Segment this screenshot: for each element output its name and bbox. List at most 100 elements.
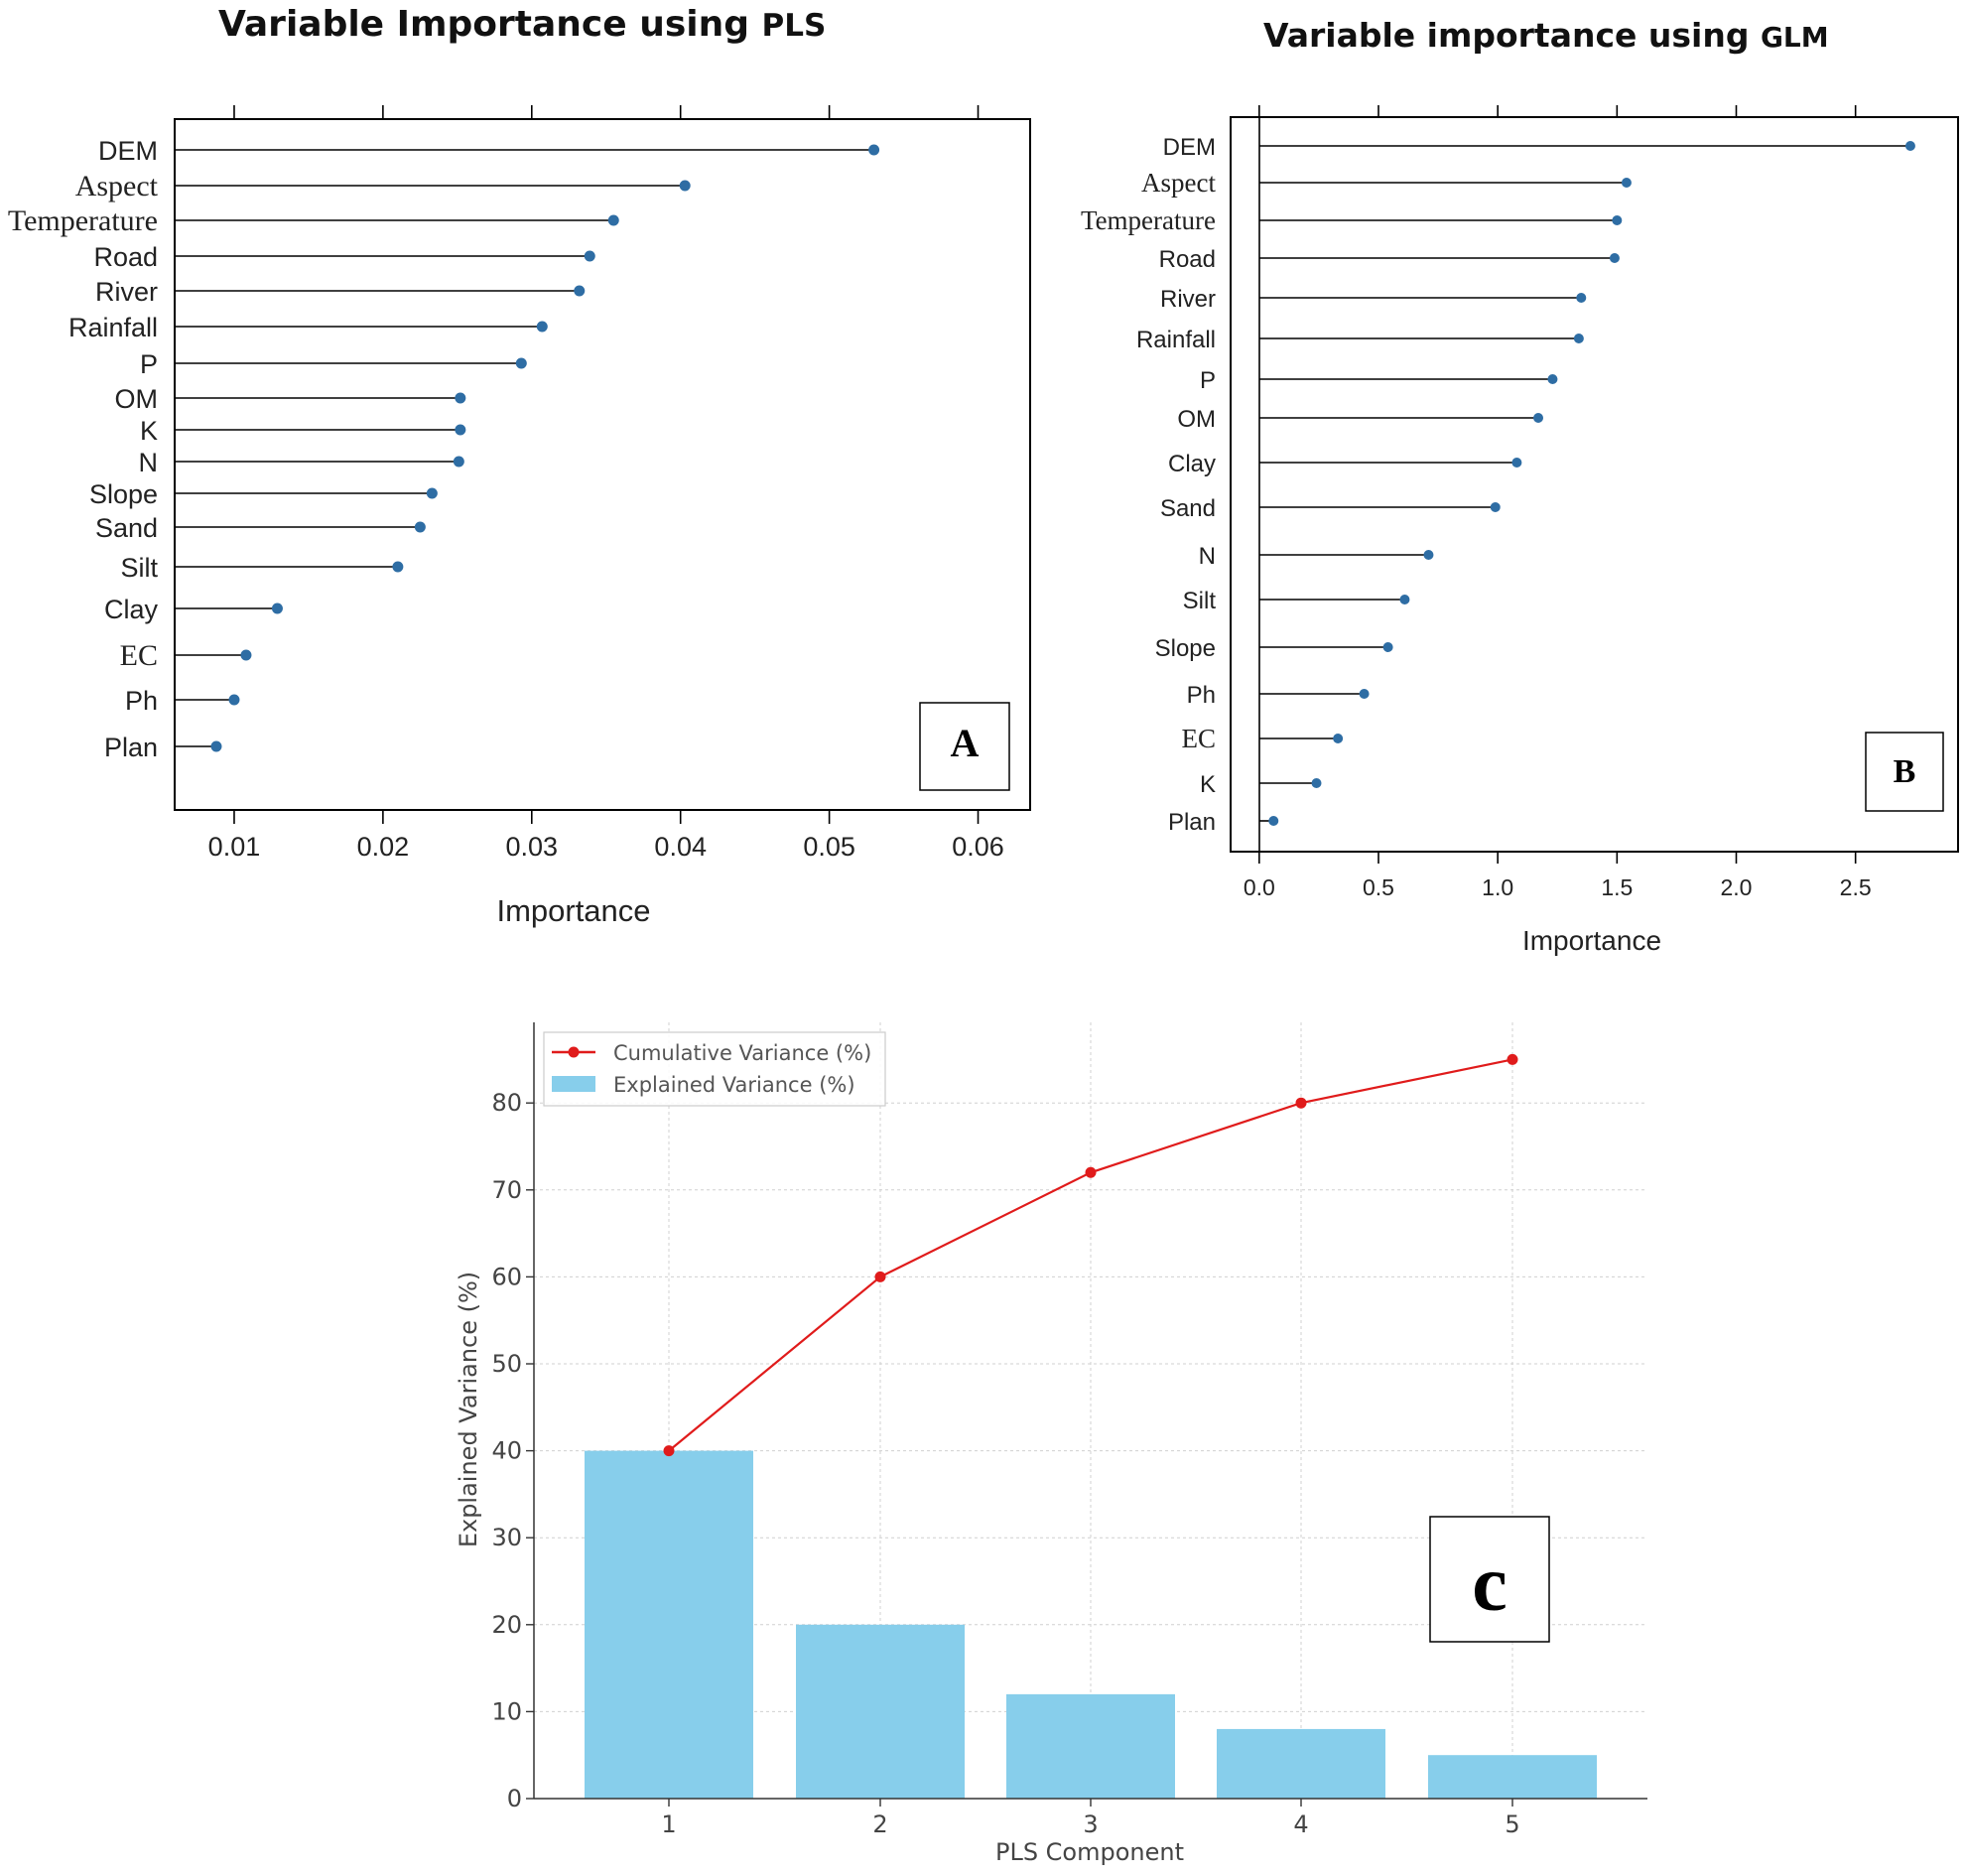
cumulative-point-2 xyxy=(874,1271,886,1282)
panel-c-label: c xyxy=(1472,1541,1507,1628)
y-tick-label: 30 xyxy=(491,1524,522,1551)
panel-c-chart: 0 10 20 30 40 50 60 70 80 1 2 3 4 5 PLS Component Exp… xyxy=(455,1022,1647,1866)
dot-temperature xyxy=(1612,215,1623,225)
dot-sand xyxy=(414,521,426,533)
category-label: DEM xyxy=(1163,134,1216,161)
bar-component-5 xyxy=(1428,1755,1597,1799)
x-tick-label: 0.05 xyxy=(803,832,855,862)
category-label: Temperature xyxy=(8,204,158,237)
dot-silt xyxy=(392,561,404,573)
dot-river xyxy=(1576,293,1587,303)
dot-slope xyxy=(426,487,438,499)
dot-p xyxy=(515,357,527,369)
category-label: DEM xyxy=(98,136,158,166)
dot-ec xyxy=(1333,734,1344,743)
x-tick-label: 1.0 xyxy=(1482,874,1513,900)
dot-p xyxy=(1547,374,1558,384)
category-label: P xyxy=(140,349,158,379)
dot-ec xyxy=(240,649,252,661)
panel-a-label: A xyxy=(951,721,980,765)
dot-ph xyxy=(228,694,240,706)
category-label: K xyxy=(1200,771,1216,798)
dot-clay xyxy=(271,603,283,614)
x-tick-label: 1.5 xyxy=(1601,874,1633,900)
panel-b-label-box xyxy=(1865,732,1944,812)
panel-b-category-labels: DEM Aspect Temperature Road River Rainfall P OM… xyxy=(1081,134,1217,836)
category-label: Slope xyxy=(89,479,158,509)
panel-c-label-box xyxy=(1429,1516,1550,1643)
panel-b-marks xyxy=(1258,117,1915,852)
legend-cumulative-label: Cumulative Variance (%) xyxy=(613,1041,871,1065)
panel-c-y-axis-label: Explained Variance (%) xyxy=(455,1272,482,1547)
x-tick-label: 2.0 xyxy=(1721,874,1753,900)
dot-plan xyxy=(210,740,222,752)
category-label: Aspect xyxy=(75,170,159,202)
category-label: Road xyxy=(93,242,158,272)
panel-a-label-box xyxy=(919,702,1010,791)
dot-road xyxy=(1609,253,1620,263)
legend-bar-swatch xyxy=(552,1076,595,1092)
category-label: EC xyxy=(1181,724,1216,753)
dot-k xyxy=(455,424,466,436)
panel-a-ticks: 0.01 0.02 0.03 0.04 0.05 0.06 xyxy=(208,105,1004,862)
dot-temperature xyxy=(607,214,619,226)
x-tick-label: 3 xyxy=(1083,1810,1098,1838)
panel-a-title: Variable Importance using PLS xyxy=(218,4,826,45)
category-label: Road xyxy=(1159,246,1216,273)
x-tick-label: 5 xyxy=(1505,1810,1519,1838)
dot-sand xyxy=(1490,502,1501,512)
y-tick-label: 80 xyxy=(491,1089,522,1117)
panel-c-ticks: 0 10 20 30 40 50 60 70 80 1 2 3 4 5 xyxy=(491,1089,1519,1838)
panel-b-plot-frame xyxy=(1230,116,1959,853)
cumulative-point-4 xyxy=(1295,1097,1307,1109)
y-tick-label: 70 xyxy=(491,1176,522,1204)
y-tick-label: 50 xyxy=(491,1350,522,1378)
x-tick-label: 1 xyxy=(661,1810,676,1838)
category-label: Aspect xyxy=(1141,168,1216,198)
panel-c-legend: Cumulative Variance (%) Explained Varian… xyxy=(543,1031,886,1107)
dot-aspect xyxy=(1621,178,1632,188)
category-label: Clay xyxy=(1168,451,1216,477)
category-label: Plan xyxy=(104,733,158,762)
category-label: Rainfall xyxy=(68,313,158,342)
category-label: Temperature xyxy=(1081,205,1216,235)
category-label: Silt xyxy=(1183,588,1217,614)
category-label: OM xyxy=(1177,406,1216,433)
dot-om xyxy=(455,392,466,404)
legend-explained-label: Explained Variance (%) xyxy=(613,1073,855,1097)
panel-c-bars xyxy=(585,1450,1597,1799)
x-tick-label: 0.01 xyxy=(208,832,261,862)
category-label: EC xyxy=(120,639,158,672)
legend-frame xyxy=(543,1031,886,1107)
x-tick-label: 2 xyxy=(872,1810,887,1838)
dot-n xyxy=(1423,550,1434,560)
y-tick-label: 10 xyxy=(491,1697,522,1725)
dot-road xyxy=(584,250,595,262)
dot-rainfall xyxy=(536,321,548,333)
y-tick-label: 60 xyxy=(491,1263,522,1290)
category-label: Ph xyxy=(125,686,158,716)
x-tick-label: 0.03 xyxy=(506,832,559,862)
category-label: Rainfall xyxy=(1136,327,1216,353)
y-tick-label: 0 xyxy=(507,1785,522,1812)
panel-b-x-axis-label: Importance xyxy=(1522,925,1661,956)
dot-rainfall xyxy=(1573,334,1584,343)
bar-component-2 xyxy=(796,1624,965,1799)
legend-line-marker xyxy=(568,1046,580,1058)
x-tick-label: 0.04 xyxy=(654,832,707,862)
dot-n xyxy=(453,456,464,468)
panel-c-x-axis-label: PLS Component xyxy=(995,1838,1184,1866)
x-tick-label: 0.06 xyxy=(952,832,1004,862)
category-label: Slope xyxy=(1155,635,1216,662)
y-tick-label: 20 xyxy=(491,1611,522,1639)
cumulative-point-5 xyxy=(1507,1053,1518,1065)
dot-clay xyxy=(1511,458,1522,468)
category-label: Ph xyxy=(1187,682,1216,709)
x-tick-label: 0.0 xyxy=(1244,874,1275,900)
x-tick-label: 4 xyxy=(1293,1810,1308,1838)
y-tick-label: 40 xyxy=(491,1437,522,1465)
dot-dem xyxy=(868,144,880,156)
category-label: P xyxy=(1200,367,1216,394)
